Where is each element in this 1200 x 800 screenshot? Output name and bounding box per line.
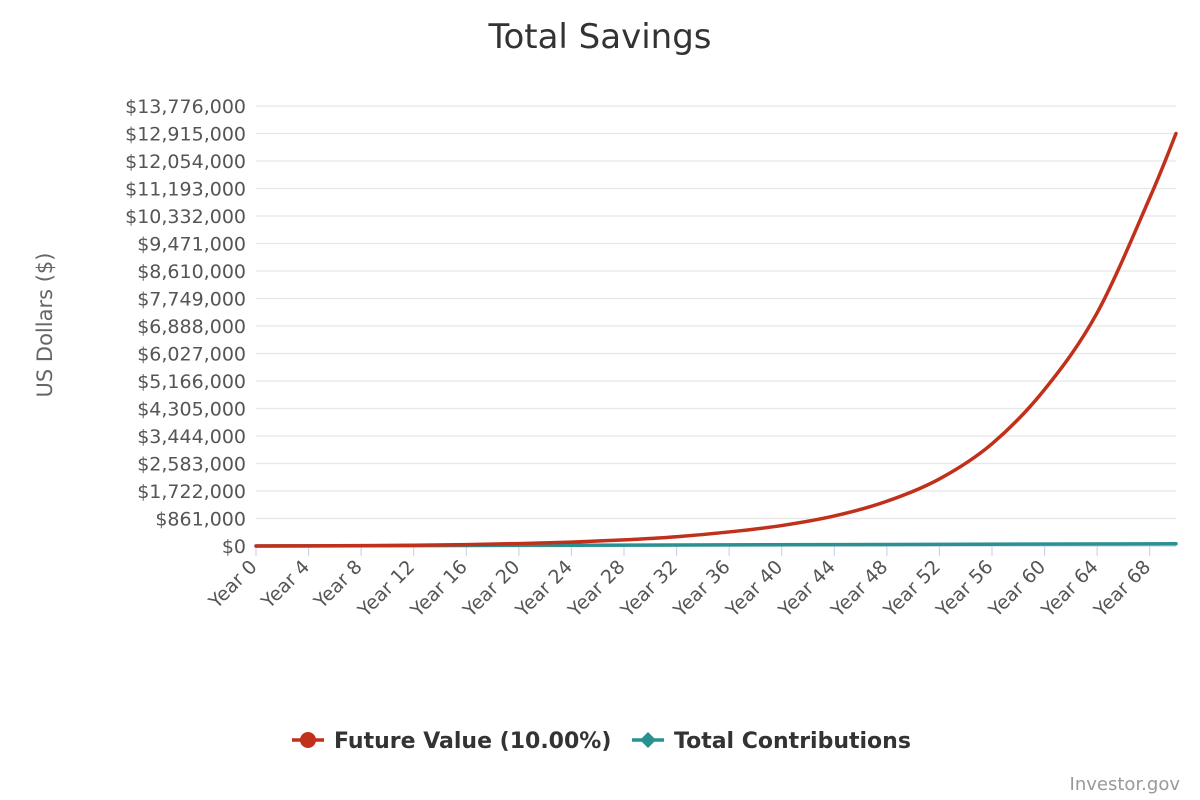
x-tick-label: Year 48 <box>826 556 892 622</box>
x-tick-label: Year 20 <box>458 556 524 622</box>
legend-item-1[interactable]: Total Contributions <box>632 729 911 754</box>
gridlines <box>256 105 1176 547</box>
x-tick-label: Year 36 <box>669 556 735 622</box>
y-tick-label: $3,444,000 <box>137 426 246 448</box>
legend-circle-marker <box>300 732 316 748</box>
x-tick-label: Year 40 <box>721 556 787 622</box>
x-tick-label: Year 12 <box>353 556 419 622</box>
legend-label: Total Contributions <box>674 729 911 754</box>
y-tick-label: $6,888,000 <box>137 316 246 338</box>
legend-label: Future Value (10.00%) <box>334 729 611 754</box>
x-tick-label: Year 4 <box>257 556 315 614</box>
y-tick-label: $7,749,000 <box>137 289 246 311</box>
y-tick-label: $1,722,000 <box>137 481 246 503</box>
y-tick-label: $861,000 <box>155 509 246 531</box>
x-tick-label: Year 24 <box>511 556 577 622</box>
y-tick-label: $2,583,000 <box>137 454 246 476</box>
chart-title: Total Savings <box>487 17 711 57</box>
y-tick-label: $12,054,000 <box>125 151 246 173</box>
y-tick-label: $0 <box>222 536 246 558</box>
series-lines <box>254 131 1178 548</box>
y-tick-label: $11,193,000 <box>125 179 246 201</box>
x-tick-label: Year 0 <box>204 556 262 614</box>
x-tick-label: Year 64 <box>1037 556 1103 622</box>
y-tick-label: $9,471,000 <box>137 234 246 256</box>
y-tick-label: $12,915,000 <box>125 124 246 146</box>
y-axis-ticks: $0 $861,000 $1,722,000 $2,583,000 $3,444,000… <box>125 96 246 558</box>
y-axis-label: US Dollars ($) <box>33 253 57 398</box>
x-tick-label: Year 52 <box>879 556 945 622</box>
legend-diamond-marker <box>640 732 656 748</box>
x-tick-label: Year 60 <box>984 556 1050 622</box>
y-tick-label: $8,610,000 <box>137 261 246 283</box>
x-tick-label: Year 16 <box>406 556 472 622</box>
legend-item-0[interactable]: Future Value (10.00%) <box>292 729 611 754</box>
credit-text[interactable]: Investor.gov <box>1070 774 1181 795</box>
y-tick-label: $4,305,000 <box>137 399 246 421</box>
x-tick-label: Year 44 <box>774 556 840 622</box>
x-tick-label: Year 56 <box>931 556 997 622</box>
y-tick-label: $5,166,000 <box>137 371 246 393</box>
x-tick-label: Year 32 <box>616 556 682 622</box>
y-tick-label: $6,027,000 <box>137 344 246 366</box>
x-tick-label: Year 68 <box>1089 556 1155 622</box>
series-line-0[interactable] <box>254 131 1178 548</box>
y-tick-label: $13,776,000 <box>125 96 246 118</box>
y-tick-label: $10,332,000 <box>125 206 246 228</box>
legend[interactable]: Future Value (10.00%) Total Contributions <box>292 729 911 754</box>
x-tick-label: Year 28 <box>563 556 629 622</box>
